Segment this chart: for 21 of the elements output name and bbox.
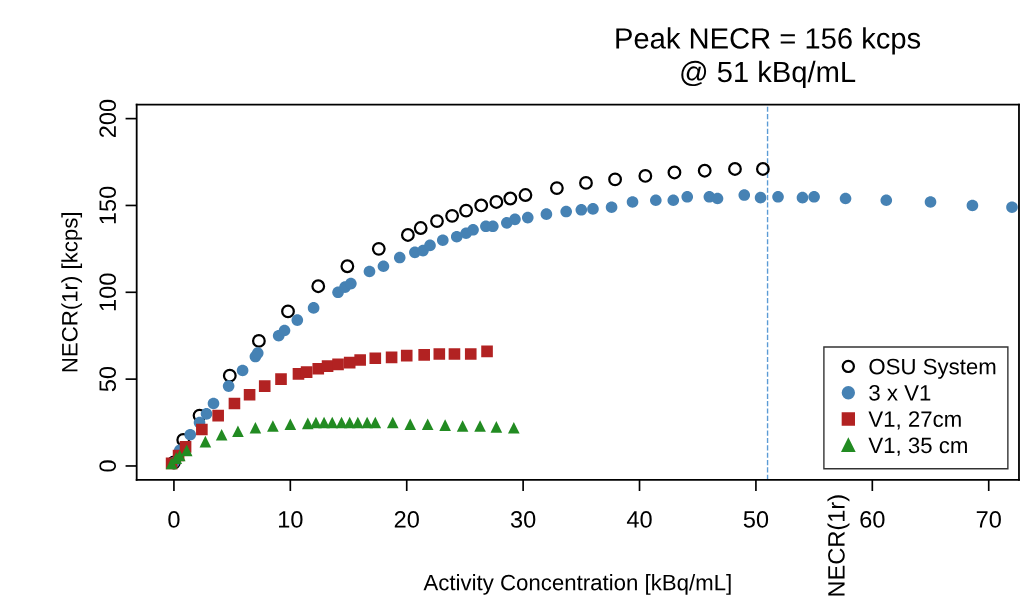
legend-label: V1, 27cm <box>868 411 961 430</box>
y-tick-label: 50 <box>99 366 117 392</box>
ref-line-label: Peak NECR = 156 kcps @ 51 kBq/mL <box>616 27 921 89</box>
legend-label: V1, 35 cm <box>868 437 967 456</box>
x-tick-label: 60 <box>860 511 885 528</box>
x-tick-label: 50 <box>743 511 769 528</box>
x-tick-label: 0 <box>168 511 180 528</box>
x-axis-title: Activity Concentration [kBq/mL] <box>423 574 731 595</box>
x-tick-label: 20 <box>394 511 419 528</box>
x-tick-label: 70 <box>976 511 1001 528</box>
x-tick-label: 40 <box>626 511 652 528</box>
text: NECR(1r) <box>827 495 850 596</box>
legend-label: 3 x V1 <box>869 384 931 401</box>
y-tick-label: 100 <box>99 273 117 311</box>
legend-label: OSU System <box>869 358 996 379</box>
y-tick-label: 200 <box>99 99 117 138</box>
y-tick-label: 0 <box>99 460 117 472</box>
y-tick-label: 150 <box>99 186 117 224</box>
x-tick-label: 30 <box>510 511 536 528</box>
y-axis-title: NECR(1r) [kcps] <box>61 213 83 372</box>
x-tick-label: 10 <box>279 511 303 528</box>
